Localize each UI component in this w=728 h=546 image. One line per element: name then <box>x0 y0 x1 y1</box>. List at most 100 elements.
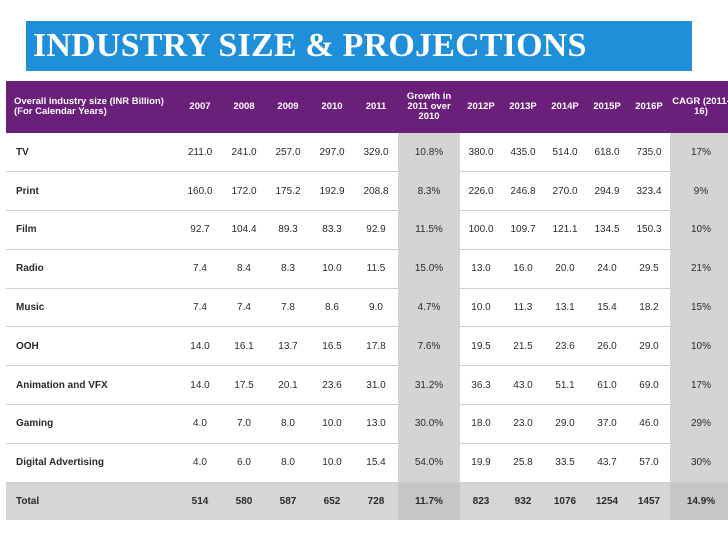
header-cagr: CAGR (2011-16) <box>672 96 728 117</box>
table-cell: 37.0 <box>597 418 617 430</box>
table-cell: 17.5 <box>234 379 254 391</box>
table-cell: 932 <box>514 495 532 507</box>
table-cell: 13.7 <box>278 340 298 352</box>
table-cell: 8.0 <box>281 457 295 469</box>
table-cell: 134.5 <box>594 224 620 236</box>
table-cell: 7.4 <box>193 302 207 314</box>
table-cell: 241.0 <box>231 146 257 158</box>
table-cell: 8.3 <box>281 263 295 275</box>
table-cell: 92.7 <box>190 224 210 236</box>
slide-title: INDUSTRY SIZE & PROJECTIONS <box>26 21 692 71</box>
table-cell: 23.0 <box>513 418 533 430</box>
header-2010: 2010 <box>321 101 343 112</box>
table-cell: 10.0 <box>322 263 342 275</box>
table-cell: 7.8 <box>281 302 295 314</box>
table-cell: 46.0 <box>639 418 659 430</box>
table-cell: 31.0 <box>366 379 386 391</box>
table-cell: 10% <box>670 210 728 250</box>
table-cell: 30.0% <box>398 404 460 444</box>
header-label: Overall industry size (INR Billion) (For… <box>6 81 178 133</box>
table-cell: 9% <box>670 171 728 211</box>
table-cell: 51.1 <box>555 379 575 391</box>
table-cell: 246.8 <box>510 185 536 197</box>
table-cell: 16.1 <box>234 340 254 352</box>
table-cell: 15.4 <box>597 302 617 314</box>
table-cell: 7.6% <box>398 326 460 366</box>
table-cell: 14.9% <box>670 482 728 521</box>
table-cell: 4.0 <box>193 457 207 469</box>
header-2007: 2007 <box>189 101 211 112</box>
table-cell: 8.0 <box>281 418 295 430</box>
table-cell: 21.5 <box>513 340 533 352</box>
table-cell: 294.9 <box>594 185 620 197</box>
table-cell: 16.0 <box>513 263 533 275</box>
table-cell: 43.7 <box>597 457 617 469</box>
header-2008: 2008 <box>233 101 255 112</box>
table-cell: 7.4 <box>237 302 251 314</box>
table-row: TV 211.0 241.0 257.0 297.0 329.0 10.8% 380.0 435… <box>6 133 728 172</box>
industry-size-table: Overall industry size (INR Billion) (For… <box>6 81 728 521</box>
table-cell: 69.0 <box>639 379 659 391</box>
header-label-line1: Overall industry size (INR Billion) <box>14 96 164 107</box>
header-label-line2: (For Calendar Years) <box>14 106 107 117</box>
table-cell: 208.8 <box>363 185 389 197</box>
header-2013p: 2013P <box>509 101 537 112</box>
table-cell: 104.4 <box>231 224 257 236</box>
table-cell: 54.0% <box>398 443 460 483</box>
row-label: Radio <box>16 263 44 275</box>
table-row: Music 7.4 7.4 7.8 8.6 9.0 4.7% 10.0 11.3 13.1 15.4… <box>6 288 728 327</box>
table-cell: 36.3 <box>471 379 491 391</box>
table-row: Print 160.0 172.0 175.2 192.9 208.8 8.3% 226.0 2… <box>6 171 728 211</box>
table-cell: 10.0 <box>322 457 342 469</box>
table-cell: 17% <box>670 365 728 405</box>
table-cell: 25.8 <box>513 457 533 469</box>
row-label: Gaming <box>16 418 54 430</box>
table-cell: 31.2% <box>398 365 460 405</box>
row-label: Animation and VFX <box>16 379 108 391</box>
table-cell: 10.0 <box>322 418 342 430</box>
table-cell: 21% <box>670 249 728 289</box>
row-label: OOH <box>16 340 39 352</box>
table-cell: 8.3% <box>398 171 460 211</box>
table-cell: 1457 <box>637 495 661 507</box>
table-row: Film 92.7 104.4 89.3 83.3 92.9 11.5% 100.0 109.7… <box>6 210 728 250</box>
table-cell: 11.5% <box>398 210 460 250</box>
header-growth: Growth in 2011 over 2010 <box>406 91 452 122</box>
header-row: Overall industry size (INR Billion) (For… <box>6 81 728 133</box>
table-cell: 13.0 <box>366 418 386 430</box>
table-cell: 13.0 <box>471 263 491 275</box>
row-label: Print <box>16 185 39 197</box>
table-cell: 20.0 <box>555 263 575 275</box>
header-2009: 2009 <box>277 101 299 112</box>
header-2012p: 2012P <box>467 101 495 112</box>
table-cell: 18.0 <box>471 418 491 430</box>
header-2014p: 2014P <box>551 101 579 112</box>
table-cell: 7.0 <box>237 418 251 430</box>
header-2011: 2011 <box>365 101 387 112</box>
table-cell: 270.0 <box>552 185 578 197</box>
table-cell: 92.9 <box>366 224 386 236</box>
table-cell: 175.2 <box>275 185 301 197</box>
table-cell: 109.7 <box>510 224 536 236</box>
table-cell: 24.0 <box>597 263 617 275</box>
table-cell: 329.0 <box>363 146 389 158</box>
table-cell: 16.5 <box>322 340 342 352</box>
table-cell: 514.0 <box>552 146 578 158</box>
table-cell: 297.0 <box>319 146 345 158</box>
table-cell: 15.0% <box>398 249 460 289</box>
total-row: Total 514 580 587 652 728 11.7% 823 932 1076 1254 1… <box>6 482 728 521</box>
table-cell: 121.1 <box>552 224 578 236</box>
table-cell: 150.3 <box>636 224 662 236</box>
table-cell: 8.4 <box>237 263 251 275</box>
header-2016p: 2016P <box>635 101 663 112</box>
table-cell: 57.0 <box>639 457 659 469</box>
table-cell: 29.5 <box>639 263 659 275</box>
table-cell: 29% <box>670 404 728 444</box>
table-cell: 10.0 <box>471 302 491 314</box>
row-label: Digital Advertising <box>16 457 104 469</box>
industry-table-container: Overall industry size (INR Billion) (For… <box>6 81 728 536</box>
table-cell: 89.3 <box>278 224 298 236</box>
table-cell: 83.3 <box>322 224 342 236</box>
table-cell: 514 <box>191 495 209 507</box>
table-cell: 15% <box>670 288 728 327</box>
